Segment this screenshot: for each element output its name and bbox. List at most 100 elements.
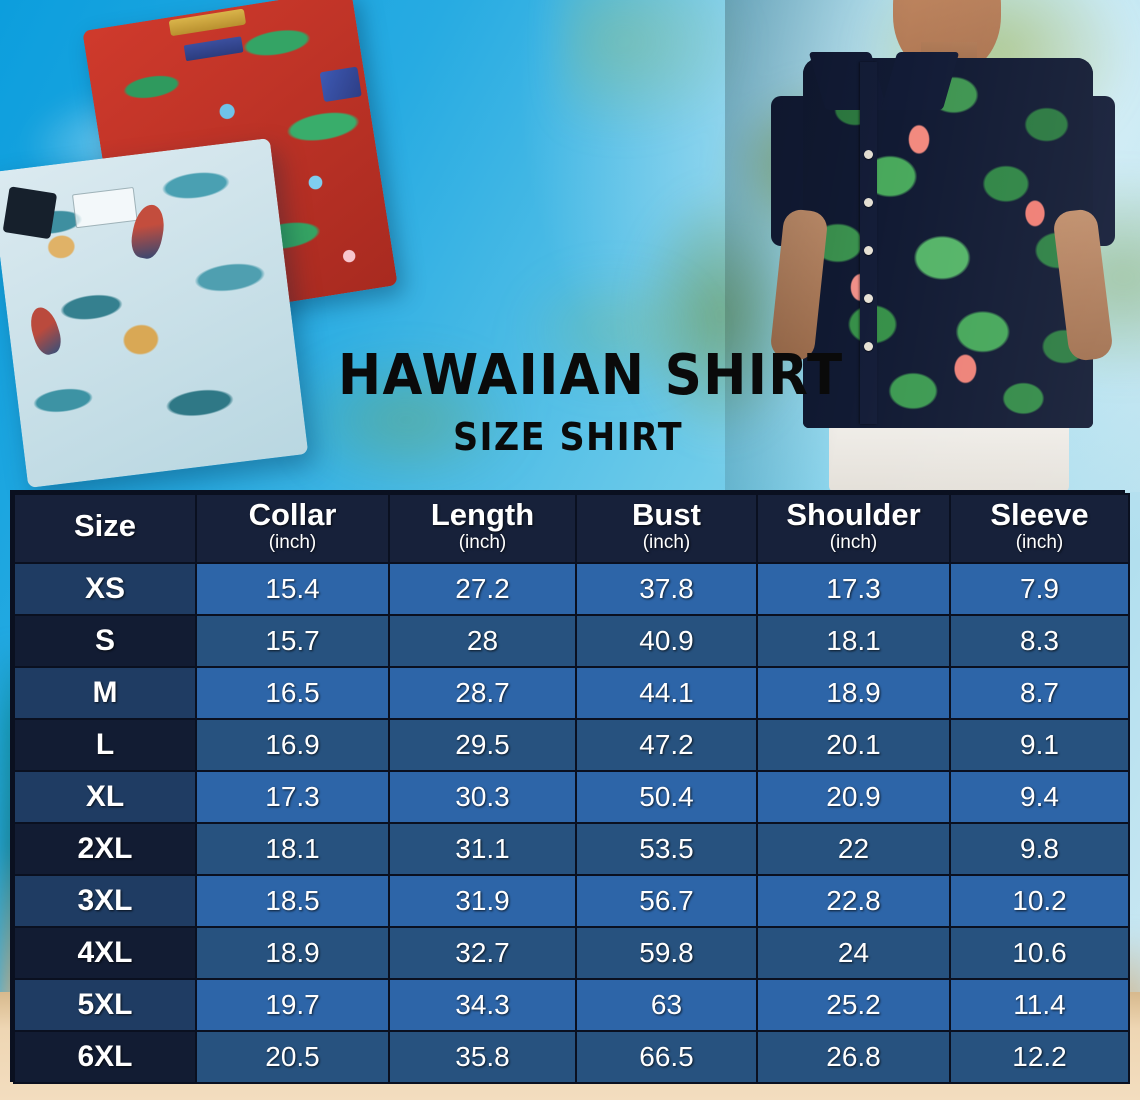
cell-length: 28 [388, 613, 577, 668]
cell-size: 3XL [13, 873, 197, 928]
parrot-motif-2 [25, 303, 65, 358]
cell-length: 32.7 [388, 925, 577, 980]
title-block: HAWAIIAN SHIRT SIZE SHIRT [318, 343, 844, 459]
cell-size: M [13, 665, 197, 720]
shirt-button-1 [864, 150, 873, 159]
shirt-dark-collar [2, 186, 58, 240]
cell-shoulder: 24 [756, 925, 951, 980]
cell-collar: 16.9 [195, 717, 390, 772]
cell-bust: 47.2 [575, 717, 758, 772]
cell-sleeve: 7.9 [949, 561, 1130, 616]
column-header-size: Size [13, 493, 197, 564]
cell-bust: 44.1 [575, 665, 758, 720]
cell-collar: 15.7 [195, 613, 390, 668]
table-row: 2XL 18.1 31.1 53.5 22 9.8 [13, 821, 1130, 876]
cell-collar: 15.4 [195, 561, 390, 616]
cell-sleeve: 11.4 [949, 977, 1130, 1032]
column-header-shoulder: Shoulder (inch) [756, 493, 951, 564]
cell-bust: 66.5 [575, 1029, 758, 1084]
shirt-side-tag [319, 66, 362, 103]
cell-collar: 20.5 [195, 1029, 390, 1084]
column-header-collar-unit: (inch) [268, 531, 317, 553]
column-header-length: Length (inch) [388, 493, 577, 564]
shirt-button-5 [864, 342, 873, 351]
table-row: S 15.7 28 40.9 18.1 8.3 [13, 613, 1130, 668]
shirt-chest-pocket [71, 186, 138, 229]
column-header-shoulder-unit: (inch) [829, 531, 878, 553]
table-body: XS 15.4 27.2 37.8 17.3 7.9 S 15.7 28 40.9 18.1 8.3 M… [13, 561, 1130, 1084]
cell-collar: 17.3 [195, 769, 390, 824]
table-row: XL 17.3 30.3 50.4 20.9 9.4 [13, 769, 1130, 824]
page-subtitle: SIZE SHIRT [452, 415, 684, 459]
column-header-sleeve-unit: (inch) [1015, 531, 1064, 553]
shirt-brand-label [183, 36, 244, 62]
cell-shoulder: 18.9 [756, 665, 951, 720]
cell-bust: 40.9 [575, 613, 758, 668]
size-chart-table-wrapper: Size Collar (inch) Length (inch) Bust (i… [10, 490, 1130, 1084]
cell-size: S [13, 613, 197, 668]
folded-blue-shirt [0, 138, 309, 488]
flamingo-leaf-print [803, 58, 1093, 428]
cell-bust: 37.8 [575, 561, 758, 616]
shirt-button-3 [864, 246, 873, 255]
table-header-row: Size Collar (inch) Length (inch) Bust (i… [13, 493, 1130, 564]
cell-length: 27.2 [388, 561, 577, 616]
column-header-bust: Bust (inch) [575, 493, 758, 564]
cell-shoulder: 20.9 [756, 769, 951, 824]
model-torso-shirt [803, 58, 1093, 428]
cell-collar: 18.9 [195, 925, 390, 980]
column-header-sleeve-label: Sleeve [990, 497, 1089, 532]
page-title: HAWAIIAN SHIRT [338, 343, 844, 408]
cell-length: 35.8 [388, 1029, 577, 1084]
cell-length: 29.5 [388, 717, 577, 772]
cell-sleeve: 9.4 [949, 769, 1130, 824]
cell-size: 5XL [13, 977, 197, 1032]
cell-shoulder: 26.8 [756, 1029, 951, 1084]
table-row: 4XL 18.9 32.7 59.8 24 10.6 [13, 925, 1130, 980]
table-row: M 16.5 28.7 44.1 18.9 8.7 [13, 665, 1130, 720]
cell-size: 4XL [13, 925, 197, 980]
shirt-button-4 [864, 294, 873, 303]
column-header-length-label: Length [430, 497, 535, 532]
cell-size: L [13, 717, 197, 772]
cell-collar: 16.5 [195, 665, 390, 720]
cell-shoulder: 22.8 [756, 873, 951, 928]
column-header-length-unit: (inch) [458, 531, 507, 553]
cell-bust: 56.7 [575, 873, 758, 928]
cell-collar: 18.1 [195, 821, 390, 876]
cell-shoulder: 20.1 [756, 717, 951, 772]
cell-size: XL [13, 769, 197, 824]
shirt-button-placket [860, 62, 877, 424]
table-row: 5XL 19.7 34.3 63 25.2 11.4 [13, 977, 1130, 1032]
column-header-bust-unit: (inch) [642, 531, 691, 553]
cell-shoulder: 17.3 [756, 561, 951, 616]
cell-sleeve: 10.6 [949, 925, 1130, 980]
column-header-collar-label: Collar [248, 497, 337, 532]
cell-length: 28.7 [388, 665, 577, 720]
table-row: 3XL 18.5 31.9 56.7 22.8 10.2 [13, 873, 1130, 928]
shirt-neckband [168, 8, 247, 37]
table-row: XS 15.4 27.2 37.8 17.3 7.9 [13, 561, 1130, 616]
cell-sleeve: 10.2 [949, 873, 1130, 928]
table-header: Size Collar (inch) Length (inch) Bust (i… [13, 493, 1130, 564]
cell-length: 30.3 [388, 769, 577, 824]
cell-collar: 18.5 [195, 873, 390, 928]
cell-length: 31.9 [388, 873, 577, 928]
table-row: L 16.9 29.5 47.2 20.1 9.1 [13, 717, 1130, 772]
cell-shoulder: 22 [756, 821, 951, 876]
column-header-size-label: Size [73, 508, 137, 544]
cell-size: XS [13, 561, 197, 616]
column-header-collar: Collar (inch) [195, 493, 390, 564]
cell-shoulder: 25.2 [756, 977, 951, 1032]
cell-collar: 19.7 [195, 977, 390, 1032]
cell-sleeve: 8.7 [949, 665, 1130, 720]
cell-size: 2XL [13, 821, 197, 876]
column-header-bust-label: Bust [632, 497, 701, 532]
size-chart-table: Size Collar (inch) Length (inch) Bust (i… [13, 493, 1130, 1084]
cell-sleeve: 12.2 [949, 1029, 1130, 1084]
column-header-shoulder-label: Shoulder [786, 497, 921, 532]
cell-length: 31.1 [388, 821, 577, 876]
cell-bust: 63 [575, 977, 758, 1032]
cell-bust: 50.4 [575, 769, 758, 824]
